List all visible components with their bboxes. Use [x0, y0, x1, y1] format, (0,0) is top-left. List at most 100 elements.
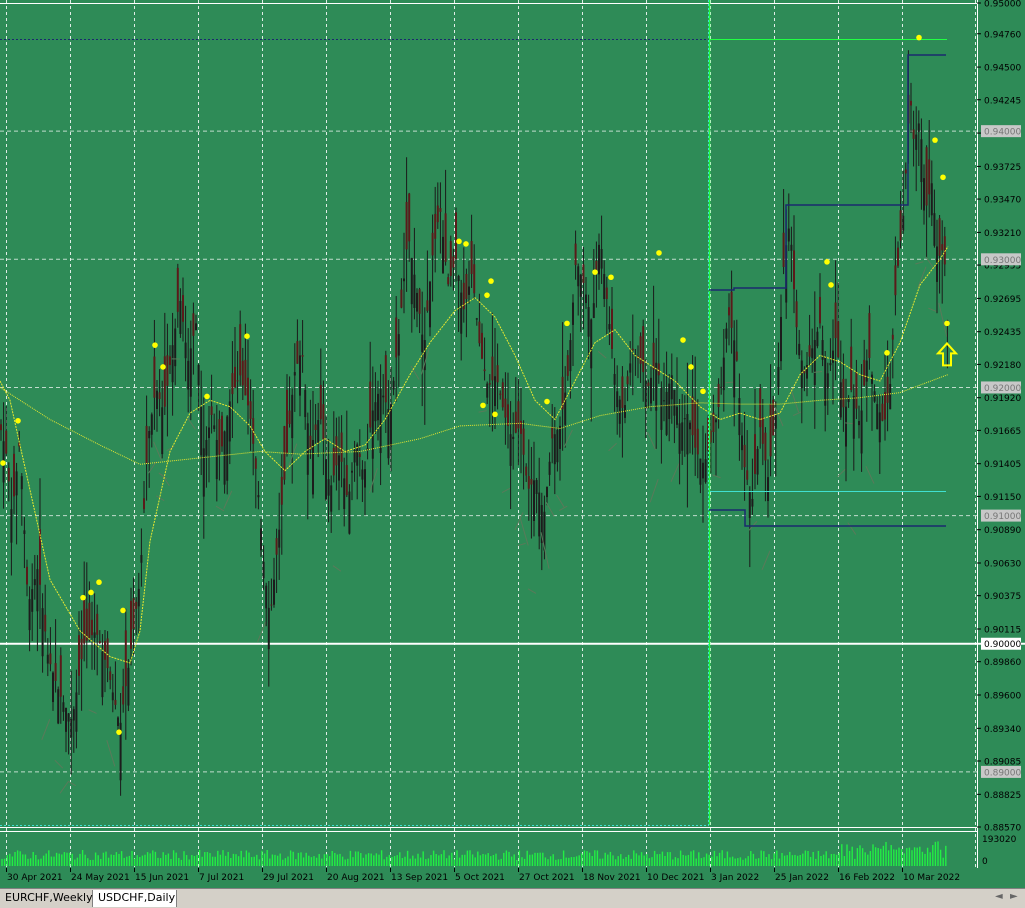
candle-body — [322, 404, 324, 439]
volume-bar — [787, 855, 788, 866]
volume-bar — [594, 850, 595, 866]
volume-bar — [103, 853, 104, 866]
candle-body — [455, 212, 457, 259]
y-tick-label: 0.88570 — [984, 824, 1021, 834]
x-tick-label: 18 Nov 2021 — [583, 873, 641, 883]
volume-bar — [573, 857, 574, 866]
candle-body — [307, 423, 309, 474]
candle-body — [140, 555, 142, 563]
candle-body — [432, 233, 434, 256]
candle-body — [577, 266, 579, 286]
volume-bar — [183, 851, 184, 866]
signal-dot — [940, 174, 946, 180]
volume-bar — [540, 853, 541, 866]
signal-dot — [688, 364, 694, 370]
signal-dot — [204, 394, 210, 400]
volume-bar — [584, 850, 585, 866]
candle-body — [169, 356, 171, 365]
y-tick-label: 0.93210 — [984, 229, 1021, 239]
candle-body — [824, 357, 826, 406]
candle-body — [913, 129, 915, 138]
candle-body — [874, 391, 876, 401]
candle-body — [905, 170, 907, 174]
candle-body — [408, 194, 410, 242]
volume-bar — [386, 857, 387, 866]
scroll-right-icon[interactable]: ► — [1010, 891, 1018, 902]
x-tick-label: 13 Sep 2021 — [391, 873, 448, 883]
candle-body — [182, 295, 184, 322]
volume-bar — [651, 857, 652, 866]
candle-body — [796, 301, 798, 327]
volume-bar — [436, 854, 437, 866]
candle-body — [593, 303, 595, 318]
volume-bar — [657, 854, 658, 866]
volume-bar — [849, 851, 850, 866]
candle-body — [533, 480, 535, 521]
candle-body — [642, 326, 644, 372]
candle-body — [96, 614, 98, 635]
candle-body — [406, 202, 408, 249]
candle-body — [686, 414, 688, 454]
volume-bar — [165, 855, 166, 866]
y-tick-label: 0.94760 — [984, 30, 1021, 40]
volume-bar — [534, 853, 535, 866]
volume-bar — [381, 850, 382, 866]
candle-body — [515, 412, 517, 433]
candle-body — [335, 436, 337, 465]
candle-body — [694, 401, 696, 447]
volume-bar — [828, 858, 829, 866]
candle-body — [55, 663, 57, 681]
volume-bar — [537, 853, 538, 866]
candle-body — [556, 430, 558, 462]
signal-dot — [244, 333, 250, 339]
candle-body — [127, 668, 129, 706]
volume-bar — [311, 857, 312, 866]
candle-body — [325, 459, 327, 499]
volume-bar — [802, 854, 803, 866]
candle-body — [458, 276, 460, 281]
candle-body — [122, 686, 124, 704]
y-tick-label: 0.89340 — [984, 725, 1021, 735]
candle-body — [801, 361, 803, 389]
volume-bar — [706, 854, 707, 866]
candle-body — [31, 589, 33, 612]
volume-bar — [105, 852, 106, 866]
volume-bar — [87, 858, 88, 866]
volume-bar — [126, 857, 127, 866]
volume-bar — [680, 851, 681, 866]
candle-body — [863, 360, 865, 386]
y-tick-label: 0.90890 — [984, 526, 1021, 536]
candle-body — [346, 465, 348, 495]
volume-bar — [745, 858, 746, 866]
volume-bar — [571, 857, 572, 866]
volume-bar — [433, 851, 434, 866]
y-tick-label: 0.89600 — [984, 692, 1021, 702]
tab-eurchf-weekly[interactable]: EURCHF,Weekly — [0, 890, 93, 907]
volume-bar — [480, 855, 481, 866]
volume-bar — [776, 851, 777, 866]
volume-bar — [264, 854, 265, 866]
volume-bar — [898, 848, 899, 866]
volume-bar — [823, 855, 824, 866]
candle-body — [70, 719, 72, 738]
tab-usdchf-daily[interactable]: USDCHF,Daily — [93, 890, 177, 907]
scroll-left-icon[interactable]: ◄ — [995, 891, 1003, 902]
candle-body — [894, 265, 896, 295]
candle-body — [471, 241, 473, 274]
candle-body — [385, 355, 387, 402]
candle-body — [338, 455, 340, 480]
volume-bar — [688, 855, 689, 866]
volume-bar — [857, 848, 858, 866]
volume-bar — [85, 855, 86, 866]
volume-bar — [758, 858, 759, 866]
volume-bar — [631, 859, 632, 866]
candle-body — [447, 277, 449, 284]
volume-bar — [625, 857, 626, 866]
candle-body — [94, 632, 96, 637]
candle-body — [762, 417, 764, 443]
volume-bar — [891, 845, 892, 866]
candle-body — [764, 433, 766, 461]
volume-bar — [235, 854, 236, 866]
volume-bar — [618, 856, 619, 866]
